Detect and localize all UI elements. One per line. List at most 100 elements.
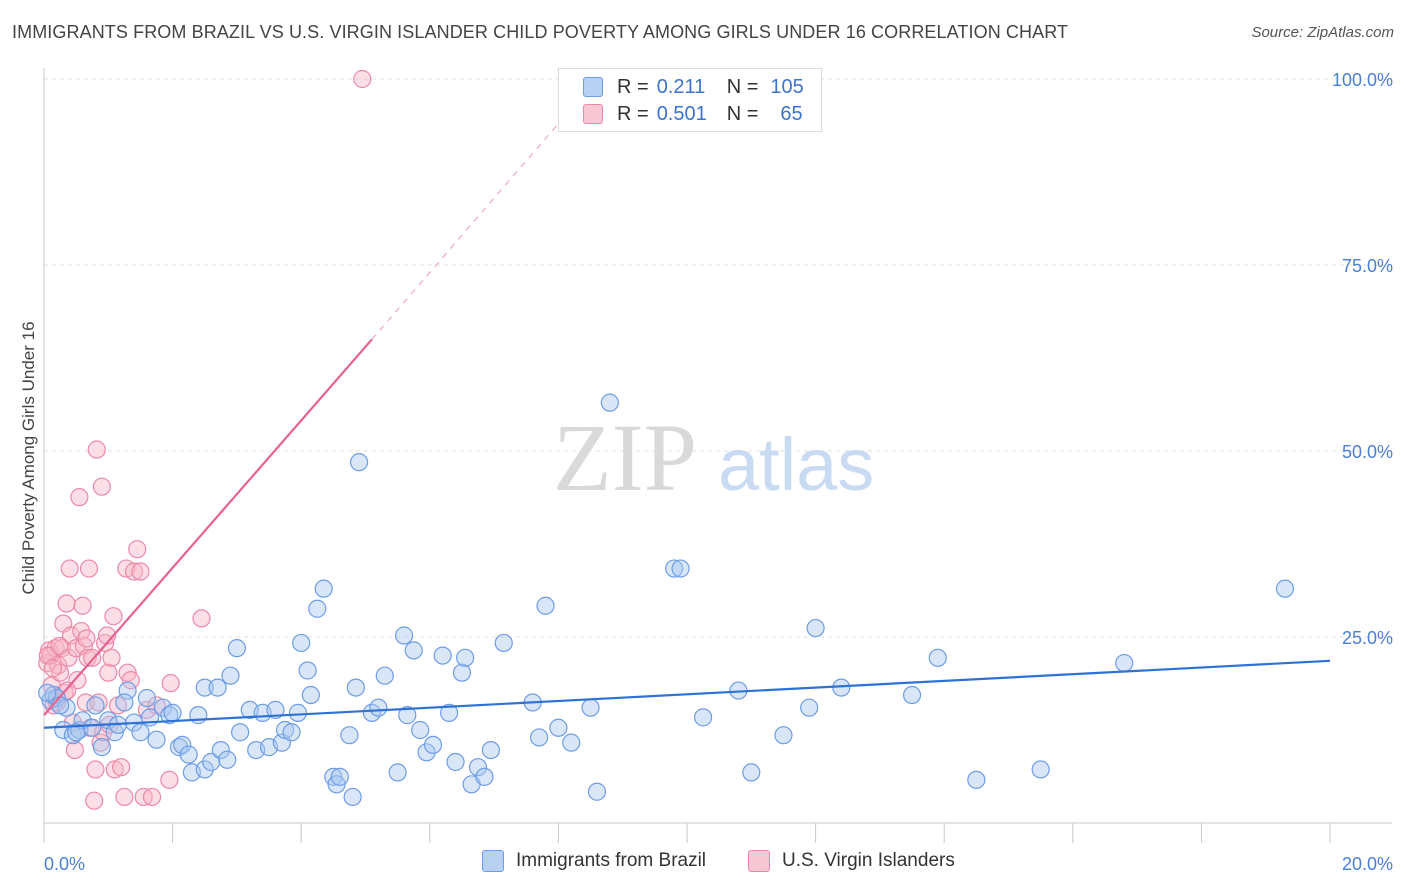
data-point-virgin-islanders [112, 758, 131, 777]
x-tick-label-min: 0.0% [44, 854, 85, 874]
data-point-brazil [806, 618, 825, 638]
data-point-brazil [67, 723, 86, 742]
data-point-virgin-islanders [104, 607, 123, 626]
data-point-brazil [423, 735, 443, 754]
data-point-brazil [330, 767, 349, 786]
data-point-brazil [147, 730, 166, 749]
data-point-virgin-islanders [85, 791, 104, 810]
data-point-virgin-islanders [87, 440, 106, 459]
data-point-virgin-islanders [57, 594, 76, 613]
data-point-brazil [1031, 760, 1050, 779]
legend-n-label: N = [726, 102, 759, 125]
data-point-brazil [600, 393, 619, 412]
data-point-brazil [530, 728, 549, 747]
data-point-brazil [202, 752, 221, 772]
data-point-virgin-islanders [70, 488, 89, 507]
data-point-brazil [301, 685, 320, 705]
data-point-brazil [742, 763, 761, 782]
data-point-brazil [452, 663, 472, 682]
legend-n-value-virgin-islanders: 65 [780, 102, 803, 125]
data-point-virgin-islanders [102, 648, 121, 667]
data-point-brazil [211, 740, 230, 760]
data-point-brazil [587, 782, 607, 801]
data-point-brazil [404, 641, 423, 660]
data-point-brazil [1115, 653, 1134, 673]
y-tick-label: 75.0% [1342, 256, 1393, 276]
data-point-brazil [439, 703, 459, 722]
data-point-brazil [346, 678, 365, 697]
bottom-legend-label-virgin-islanders: U.S. Virgin Islanders [782, 850, 955, 871]
data-point-brazil [475, 767, 494, 786]
data-point-virgin-islanders [131, 562, 150, 581]
data-point-brazil [1275, 579, 1295, 598]
data-point-virgin-islanders [65, 740, 84, 760]
legend-swatch-brazil [583, 77, 603, 97]
series-virgin-islanders-points [38, 69, 372, 810]
data-point-brazil [494, 633, 513, 653]
data-point-brazil [314, 579, 333, 598]
data-point-brazil [774, 726, 793, 745]
source-label: Source: ZipAtlas.com [1251, 24, 1394, 41]
data-point-brazil [671, 559, 690, 578]
bottom-legend-swatch-virgin-islanders [748, 850, 770, 872]
data-point-virgin-islanders [124, 562, 144, 581]
data-point-brazil [562, 733, 581, 752]
data-point-brazil [394, 626, 414, 645]
legend-row-brazil: R = 0.211 N = 105 [583, 75, 804, 99]
data-point-brazil [375, 666, 394, 685]
legend-swatch-virgin-islanders [583, 104, 603, 124]
data-point-brazil [581, 698, 600, 717]
data-point-virgin-islanders [128, 540, 147, 559]
data-point-brazil [86, 696, 105, 715]
data-point-brazil [115, 693, 134, 712]
chart-title: IMMIGRANTS FROM BRAZIL VS U.S. VIRGIN IS… [12, 22, 1069, 42]
data-point-virgin-islanders [192, 609, 211, 628]
y-axis-label: Child Poverty Among Girls Under 16 [19, 321, 38, 594]
data-point-brazil [481, 740, 500, 760]
data-point-brazil [292, 633, 311, 653]
data-point-brazil [163, 703, 182, 722]
data-point-brazil [536, 596, 555, 615]
data-point-brazil [398, 706, 417, 725]
data-point-brazil [266, 700, 285, 720]
axes [43, 68, 1392, 843]
correlation-legend: R = 0.211 N = 105 R = 0.501 N = 65 [558, 68, 822, 132]
data-point-virgin-islanders [52, 639, 72, 658]
data-point-virgin-islanders [160, 770, 179, 789]
legend-r-value-brazil: 0.211 [656, 75, 706, 98]
data-point-brazil [218, 750, 237, 769]
data-point-brazil [446, 752, 465, 772]
data-point-brazil [417, 743, 436, 762]
bottom-legend: Immigrants from Brazil U.S. Virgin Islan… [0, 850, 1406, 878]
bottom-legend-label-brazil: Immigrants from Brazil [516, 850, 707, 871]
data-point-virgin-islanders [121, 671, 140, 690]
legend-row-virgin-islanders: R = 0.501 N = 65 [583, 102, 803, 126]
legend-r-label: R = [617, 102, 649, 125]
data-point-virgin-islanders [92, 477, 111, 496]
data-point-brazil [173, 735, 192, 754]
data-point-brazil [349, 453, 369, 472]
data-point-virgin-islanders [99, 663, 118, 682]
trend-lines [43, 108, 1331, 729]
data-point-brazil [153, 698, 173, 717]
data-point-virgin-islanders [86, 760, 105, 779]
data-point-brazil [369, 698, 388, 717]
grid-lines [44, 78, 1392, 638]
data-point-brazil [92, 738, 111, 757]
legend-n-label: N = [726, 75, 759, 98]
data-point-brazil [50, 696, 70, 715]
legend-r-value-virgin-islanders: 0.501 [656, 102, 707, 125]
data-point-brazil [160, 706, 179, 725]
data-point-brazil [208, 678, 227, 697]
data-point-virgin-islanders [77, 629, 96, 648]
x-tick-labels: 0.0% 20.0% [44, 854, 1393, 874]
y-tick-label: 50.0% [1342, 442, 1393, 462]
data-point-brazil [169, 738, 189, 757]
data-point-brazil [231, 723, 250, 742]
y-tick-label: 100.0% [1332, 70, 1393, 90]
data-point-brazil [131, 723, 150, 742]
data-point-brazil [967, 770, 986, 789]
data-point-brazil [549, 718, 568, 737]
data-point-brazil [343, 787, 362, 807]
